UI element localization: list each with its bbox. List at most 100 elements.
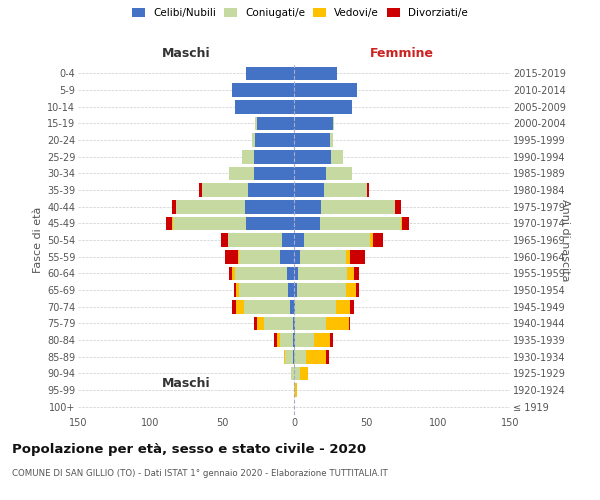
Bar bbox=[294, 83, 358, 97]
Bar bbox=[202, 183, 248, 197]
Bar bbox=[283, 233, 294, 247]
Bar bbox=[300, 366, 308, 380]
Bar bbox=[294, 300, 295, 314]
Bar bbox=[336, 300, 350, 314]
Bar bbox=[294, 383, 295, 397]
Bar bbox=[221, 233, 228, 247]
Bar bbox=[373, 233, 383, 247]
Bar bbox=[294, 150, 331, 164]
Bar bbox=[280, 250, 294, 264]
Bar bbox=[257, 116, 294, 130]
Text: Maschi: Maschi bbox=[161, 47, 211, 60]
Bar bbox=[294, 250, 300, 264]
Bar bbox=[232, 83, 294, 97]
Bar bbox=[297, 283, 346, 297]
Bar bbox=[326, 166, 352, 180]
Bar bbox=[349, 316, 350, 330]
Bar bbox=[172, 216, 173, 230]
Bar bbox=[238, 250, 239, 264]
Bar bbox=[236, 300, 244, 314]
Bar bbox=[228, 233, 283, 247]
Bar bbox=[280, 333, 293, 347]
Bar bbox=[229, 166, 254, 180]
Bar bbox=[232, 300, 236, 314]
Bar bbox=[247, 216, 294, 230]
Bar bbox=[274, 333, 277, 347]
Bar bbox=[294, 66, 337, 80]
Bar bbox=[324, 183, 367, 197]
Bar bbox=[401, 216, 402, 230]
Bar bbox=[239, 283, 288, 297]
Bar bbox=[295, 383, 297, 397]
Bar bbox=[294, 366, 300, 380]
Bar bbox=[367, 183, 369, 197]
Bar bbox=[284, 350, 286, 364]
Text: Maschi: Maschi bbox=[161, 377, 211, 390]
Bar bbox=[294, 116, 333, 130]
Bar bbox=[298, 266, 347, 280]
Bar bbox=[254, 166, 294, 180]
Bar bbox=[295, 300, 336, 314]
Bar bbox=[326, 316, 349, 330]
Bar bbox=[314, 333, 330, 347]
Bar bbox=[248, 183, 294, 197]
Bar bbox=[294, 216, 320, 230]
Bar bbox=[331, 150, 343, 164]
Bar bbox=[350, 300, 355, 314]
Bar bbox=[293, 316, 294, 330]
Bar bbox=[295, 333, 314, 347]
Bar bbox=[293, 350, 294, 364]
Bar bbox=[232, 266, 235, 280]
Bar bbox=[257, 316, 264, 330]
Bar bbox=[233, 283, 236, 297]
Bar bbox=[254, 150, 294, 164]
Bar bbox=[264, 316, 293, 330]
Bar bbox=[235, 266, 287, 280]
Bar bbox=[294, 350, 305, 364]
Bar bbox=[172, 200, 176, 213]
Bar bbox=[287, 266, 294, 280]
Bar bbox=[395, 200, 401, 213]
Bar bbox=[254, 316, 257, 330]
Bar bbox=[244, 300, 290, 314]
Bar bbox=[236, 283, 239, 297]
Bar bbox=[294, 200, 322, 213]
Bar bbox=[370, 233, 373, 247]
Bar bbox=[294, 133, 330, 147]
Bar bbox=[330, 333, 333, 347]
Bar bbox=[288, 283, 294, 297]
Text: COMUNE DI SAN GILLIO (TO) - Dati ISTAT 1° gennaio 2020 - Elaborazione TUTTITALIA: COMUNE DI SAN GILLIO (TO) - Dati ISTAT 1… bbox=[12, 469, 388, 478]
Bar bbox=[346, 283, 356, 297]
Bar bbox=[294, 333, 295, 347]
Bar bbox=[326, 350, 329, 364]
Bar bbox=[291, 366, 294, 380]
Bar bbox=[294, 100, 352, 114]
Bar bbox=[347, 266, 355, 280]
Bar bbox=[350, 250, 365, 264]
Bar bbox=[242, 150, 254, 164]
Bar bbox=[255, 133, 294, 147]
Bar bbox=[293, 333, 294, 347]
Y-axis label: Anni di nascita: Anni di nascita bbox=[560, 198, 570, 281]
Y-axis label: Fasce di età: Fasce di età bbox=[32, 207, 43, 273]
Text: Popolazione per età, sesso e stato civile - 2020: Popolazione per età, sesso e stato civil… bbox=[12, 442, 366, 456]
Bar bbox=[173, 216, 247, 230]
Bar bbox=[294, 316, 295, 330]
Bar bbox=[356, 283, 359, 297]
Bar bbox=[229, 266, 232, 280]
Bar bbox=[322, 200, 395, 213]
Bar bbox=[252, 133, 255, 147]
Bar bbox=[294, 266, 298, 280]
Bar bbox=[290, 300, 294, 314]
Bar bbox=[295, 316, 326, 330]
Bar bbox=[355, 266, 359, 280]
Bar bbox=[294, 183, 324, 197]
Bar bbox=[402, 216, 409, 230]
Bar bbox=[294, 283, 297, 297]
Bar bbox=[294, 166, 326, 180]
Bar bbox=[255, 116, 257, 130]
Bar bbox=[225, 250, 238, 264]
Bar bbox=[247, 66, 294, 80]
Bar bbox=[333, 116, 334, 130]
Bar bbox=[305, 350, 326, 364]
